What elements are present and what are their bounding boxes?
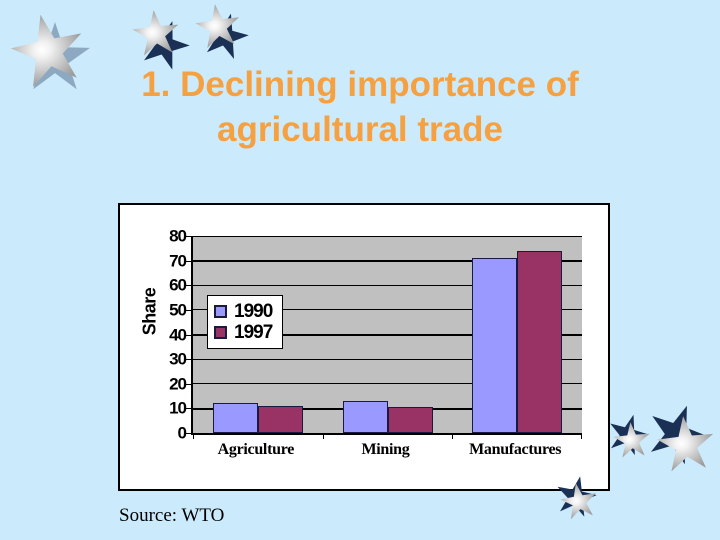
y-axis-tick-label: 40 — [169, 325, 187, 344]
bar-mining-1990 — [342, 401, 388, 433]
page-title: 1. Declining importance of agricultural … — [141, 65, 579, 149]
y-axis-tick-label: 50 — [169, 300, 187, 320]
y-axis-tick-labels: 0 10 20 30 40 50 60 70 80 — [148, 228, 187, 442]
x-axis-tick-label: Mining — [361, 441, 410, 458]
y-axis-tick-mark — [185, 236, 191, 237]
y-axis-tick-label: 80 — [169, 226, 187, 246]
gridline — [193, 358, 582, 360]
source-note: Source: WTO — [119, 505, 225, 526]
gridline — [193, 383, 582, 385]
star-top-middle — [133, 10, 189, 66]
y-axis-tick-label: 20 — [169, 374, 187, 394]
bar-mining-1997 — [387, 407, 433, 433]
gridline — [193, 260, 582, 263]
x-axis-tick-mark — [322, 433, 324, 439]
y-axis-tick-label: 70 — [169, 251, 187, 271]
y-axis-tick-label: 30 — [169, 349, 187, 369]
y-axis-tick-mark — [185, 285, 191, 287]
x-axis-tick-mark — [452, 433, 454, 439]
legend-swatch-icon — [214, 305, 227, 318]
gridline — [193, 235, 582, 237]
y-axis-tick-mark — [185, 408, 191, 410]
bar-agriculture-1997 — [257, 405, 303, 433]
chart-legend: 1990 1997 — [207, 295, 284, 349]
x-axis-tick-label: Agriculture — [217, 441, 295, 458]
legend-label: 1990 — [234, 301, 273, 322]
y-axis-tick-marks — [185, 236, 193, 435]
plot-area — [191, 235, 582, 439]
y-axis-tick-label: 0 — [177, 423, 188, 443]
x-axis-tick-label: Manufactures — [469, 441, 562, 458]
legend-swatch-icon — [214, 326, 227, 339]
bar-manufactures-1990 — [472, 258, 518, 433]
y-axis-tick-label: 60 — [169, 275, 187, 295]
bar-manufactures-1997 — [517, 250, 563, 433]
y-axis-tick-label: 10 — [169, 398, 187, 418]
bar-chart: Share 0 10 20 30 40 50 60 70 80 Agriculture Minin… — [118, 203, 610, 491]
legend-label: 1997 — [234, 322, 273, 343]
y-axis-tick-mark — [185, 383, 191, 385]
x-axis-tick-mark — [581, 433, 582, 439]
legend-item-1997: 1997 — [214, 322, 273, 343]
gridline — [193, 334, 582, 336]
bar-agriculture-1990 — [212, 403, 258, 433]
y-axis-tick-mark — [185, 433, 191, 434]
y-axis-tick-mark — [185, 309, 191, 311]
gridline — [193, 309, 582, 311]
gridline — [193, 284, 582, 286]
star-top-right — [196, 4, 248, 56]
star-bottom-large — [648, 404, 716, 472]
y-axis-tick-mark — [185, 334, 191, 336]
y-axis-tick-mark — [185, 359, 191, 361]
legend-item-1990: 1990 — [214, 301, 273, 322]
y-axis-tick-mark — [185, 260, 191, 262]
star-bottom-small — [608, 414, 654, 460]
x-axis-tick-mark — [193, 433, 194, 439]
